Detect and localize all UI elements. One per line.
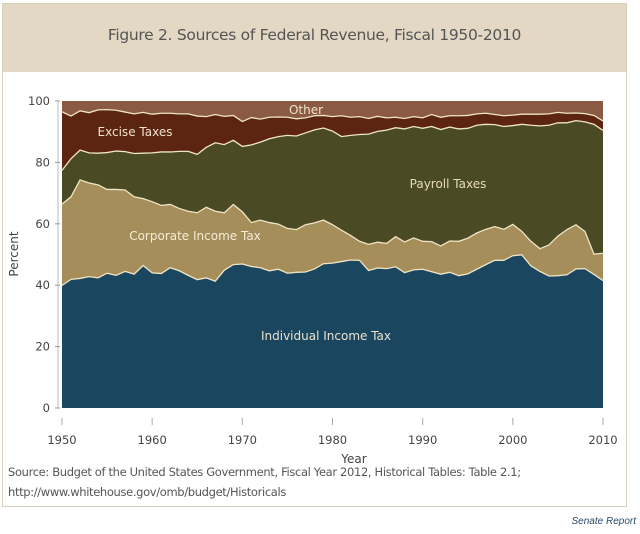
label-other: Other	[289, 103, 323, 117]
boundary-lines	[61, 108, 604, 287]
chart-title: Figure 2. Sources of Federal Revenue, Fi…	[107, 26, 522, 44]
x-tick-label: 2000	[498, 433, 527, 447]
x-tick-label: 1970	[228, 433, 257, 447]
label-individual-income-tax: Individual Income Tax	[261, 329, 391, 343]
x-tick-label: 1990	[408, 433, 437, 447]
label-corporate-income-tax: Corporate Income Tax	[129, 229, 261, 243]
label-payroll-taxes: Payroll Taxes	[410, 177, 487, 191]
source-line-2: http://www.whitehouse.gov/omb/budget/His…	[8, 485, 286, 499]
x-tick-label: 1950	[47, 433, 76, 447]
x-axis: 1950 1960 1970 1980 1990 2000 2010	[47, 418, 618, 447]
boundary-corporate-income-tax	[61, 179, 604, 255]
y-tick-label: 60	[35, 217, 50, 231]
y-tick-label: 40	[35, 278, 50, 292]
y-tick-label: 80	[35, 155, 50, 169]
area-corporate-income-tax	[62, 179, 603, 286]
label-excise-taxes: Excise Taxes	[98, 125, 173, 139]
source-line-1: Source: Budget of the United States Gove…	[8, 465, 521, 479]
boundary-payroll-taxes	[61, 119, 604, 171]
figure-header: Figure 2. Sources of Federal Revenue, Fi…	[3, 4, 626, 72]
y-tick-label: 20	[35, 340, 50, 354]
area-excise-taxes	[62, 109, 603, 171]
area-payroll-taxes	[62, 120, 603, 255]
boundary-excise-taxes	[61, 108, 604, 123]
x-axis-label: Year	[340, 452, 366, 466]
series-labels: Individual Income Tax Corporate Income Ta…	[98, 103, 487, 343]
area-other	[62, 101, 603, 122]
credit-label: Senate Report	[571, 516, 637, 527]
x-tick-label: 1980	[318, 433, 347, 447]
boundary-individual-income-tax	[61, 254, 604, 287]
stacked-area-chart: 0 20 40 60 80 100 1950 1960 1970 1980 1990 2000 201…	[7, 94, 618, 466]
y-axis: 0 20 40 60 80 100	[28, 94, 60, 415]
x-tick-label: 1960	[138, 433, 167, 447]
y-axis-label: Percent	[7, 231, 21, 276]
source-note: Source: Budget of the United States Gove…	[8, 462, 521, 502]
y-tick-label: 100	[28, 94, 50, 108]
y-tick-label: 0	[43, 401, 50, 415]
x-tick-label: 2010	[588, 433, 617, 447]
area-individual-income-tax	[62, 254, 603, 408]
areas-group	[62, 101, 603, 408]
